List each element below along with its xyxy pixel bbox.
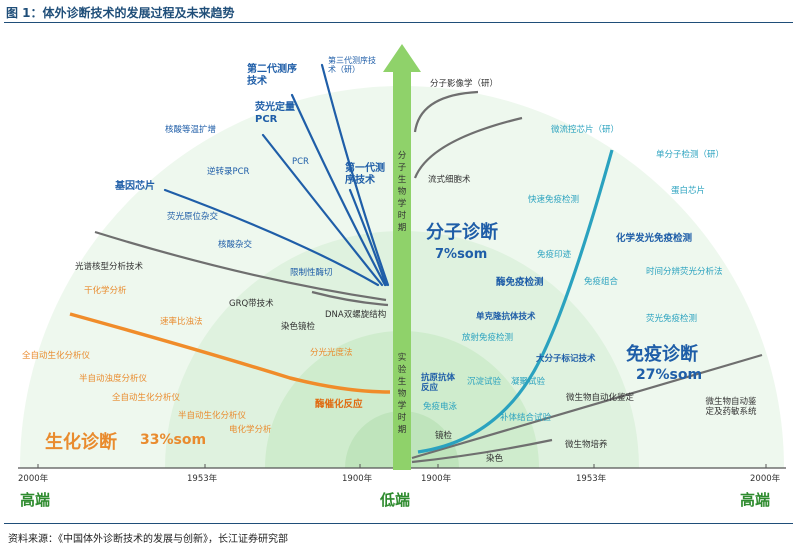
immuno-domain-share: 27%som	[636, 367, 703, 383]
footer-divider	[4, 523, 793, 524]
label-semi-analyzer: 半自动生化分析仪	[178, 411, 247, 421]
biochem-curve	[69, 312, 391, 394]
label-rtpcr: 逆转录PCR	[207, 167, 250, 177]
label-electrolyte: 电化学分析	[229, 425, 272, 435]
label-auto-analyzer: 全自动生化分析仪	[22, 351, 91, 361]
immuno-curve	[417, 149, 614, 454]
line-chip	[163, 188, 380, 287]
label-microscope: 镜检	[435, 431, 453, 441]
label-chemi: 化学发光免疫检测	[616, 233, 693, 244]
axis-right-1953: 1953年	[576, 474, 607, 484]
label-antigen: 抗原抗体反应	[421, 373, 456, 393]
axis-left-1900: 1900年	[342, 474, 373, 484]
label-dna: DNA双螺旋结构	[325, 310, 387, 320]
label-micro-auto: 微生物自动化鉴定	[566, 393, 635, 403]
biochem-domain-name: 生化诊断	[45, 432, 117, 453]
label-stain: 染色镜检	[281, 322, 316, 332]
label-dye: 染色	[486, 454, 504, 464]
label-lamp: 核酸等温扩增	[165, 125, 217, 135]
label-auto-analyzer2: 全自动生化分析仪	[112, 393, 181, 403]
label-ria: 放射免疫检测	[462, 333, 514, 343]
label-gen1: 第一代测序技术	[345, 163, 385, 186]
molecular-domain-share: 7%som	[435, 247, 488, 262]
label-restriction: 限制性酶切	[290, 268, 333, 278]
immuno-domain-name: 免疫诊断	[626, 344, 698, 365]
axis-right-1900: 1900年	[421, 474, 452, 484]
label-trf: 时间分辨荧光分析法	[646, 267, 723, 277]
label-immuno-ep: 免疫电泳	[423, 402, 458, 412]
label-complement: 补体结合试验	[500, 413, 552, 423]
label-grq: GRQ带技术	[229, 299, 274, 309]
axis-left-end: 高端	[20, 491, 51, 509]
label-spectro: 分光光度法	[310, 348, 353, 358]
label-microfluidic: 微流控芯片（研）	[551, 125, 620, 135]
label-imaging: 分子影像学（研）	[430, 79, 499, 89]
title-divider	[4, 22, 793, 23]
label-micro-culture: 微生物培养	[565, 440, 608, 450]
label-agglut: 凝聚试验	[511, 377, 546, 387]
molecular-period-label: 分子生物学时期	[397, 151, 407, 233]
label-precip: 沉淀试验	[467, 377, 502, 387]
label-fish: 荧光原位杂交	[167, 212, 219, 222]
label-spectral: 光谱核型分析技术	[75, 262, 144, 272]
line-imaging	[413, 90, 479, 133]
label-chip: 基因芯片	[115, 181, 155, 192]
axis-right-end: 高端	[740, 491, 771, 509]
molecular-domain-name: 分子诊断	[426, 222, 498, 243]
label-gen2: 第二代测序技术	[247, 64, 297, 87]
label-hybrid: 核酸杂交	[218, 240, 253, 250]
label-gen3: 第三代测序技术（研）	[328, 56, 376, 75]
label-protein-chip: 蛋白芯片	[671, 186, 706, 196]
label-immuno-combo: 免疫组合	[584, 277, 619, 287]
axis-right-2000: 2000年	[750, 474, 781, 484]
line-qpcr	[261, 133, 384, 287]
line-gen3	[320, 63, 390, 287]
axis-ticks	[37, 464, 767, 468]
line-gen2	[290, 93, 387, 287]
line-gen1	[348, 188, 388, 287]
label-qpcr: 荧光定量PCR	[255, 102, 295, 125]
label-semi-turb: 半自动浊度分析仪	[79, 374, 148, 384]
axis-center: 低端	[380, 491, 411, 509]
label-single-mol: 单分子检测（研）	[656, 150, 725, 160]
label-enzyme-rx: 酶催化反应	[315, 399, 363, 410]
label-immuno-print: 免疫印迹	[537, 250, 572, 260]
source-note: 资料来源：《中国体外诊断技术的发展与创新》，长江证券研究部	[8, 534, 288, 545]
label-micro-auto2: 微生物自动鉴定及药敏系统	[705, 397, 757, 417]
label-fast-immuno: 快速免疫检测	[528, 195, 580, 205]
label-flow: 流式细胞术	[428, 175, 471, 185]
line-dna	[311, 290, 389, 307]
line-spectral	[94, 230, 387, 302]
label-macro-label: 大分子标记技术	[536, 354, 596, 364]
label-fluor-immuno: 荧光免疫检测	[646, 314, 698, 324]
label-mab: 单克隆抗体技术	[476, 312, 536, 322]
sequencing-lines	[163, 63, 390, 287]
line-micro-low	[411, 438, 553, 464]
label-pcr: PCR	[292, 157, 309, 167]
label-enzyme: 酶免疫检测	[496, 277, 544, 288]
central-arrow	[383, 44, 421, 470]
line-flow	[413, 116, 523, 179]
label-rate-turb: 速率比浊法	[160, 317, 203, 327]
gray-lines	[94, 90, 763, 464]
line-micro	[411, 353, 763, 460]
axis-left-1953: 1953年	[187, 474, 218, 484]
biochem-domain-share: 33%som	[140, 432, 207, 448]
axis-left-2000: 2000年	[18, 474, 49, 484]
experimental-period-label: 实验生物学时期	[397, 353, 407, 435]
label-dry-chem: 干化学分析	[84, 286, 127, 296]
figure-title: 图 1：体外诊断技术的发展过程及未来趋势	[6, 6, 235, 20]
